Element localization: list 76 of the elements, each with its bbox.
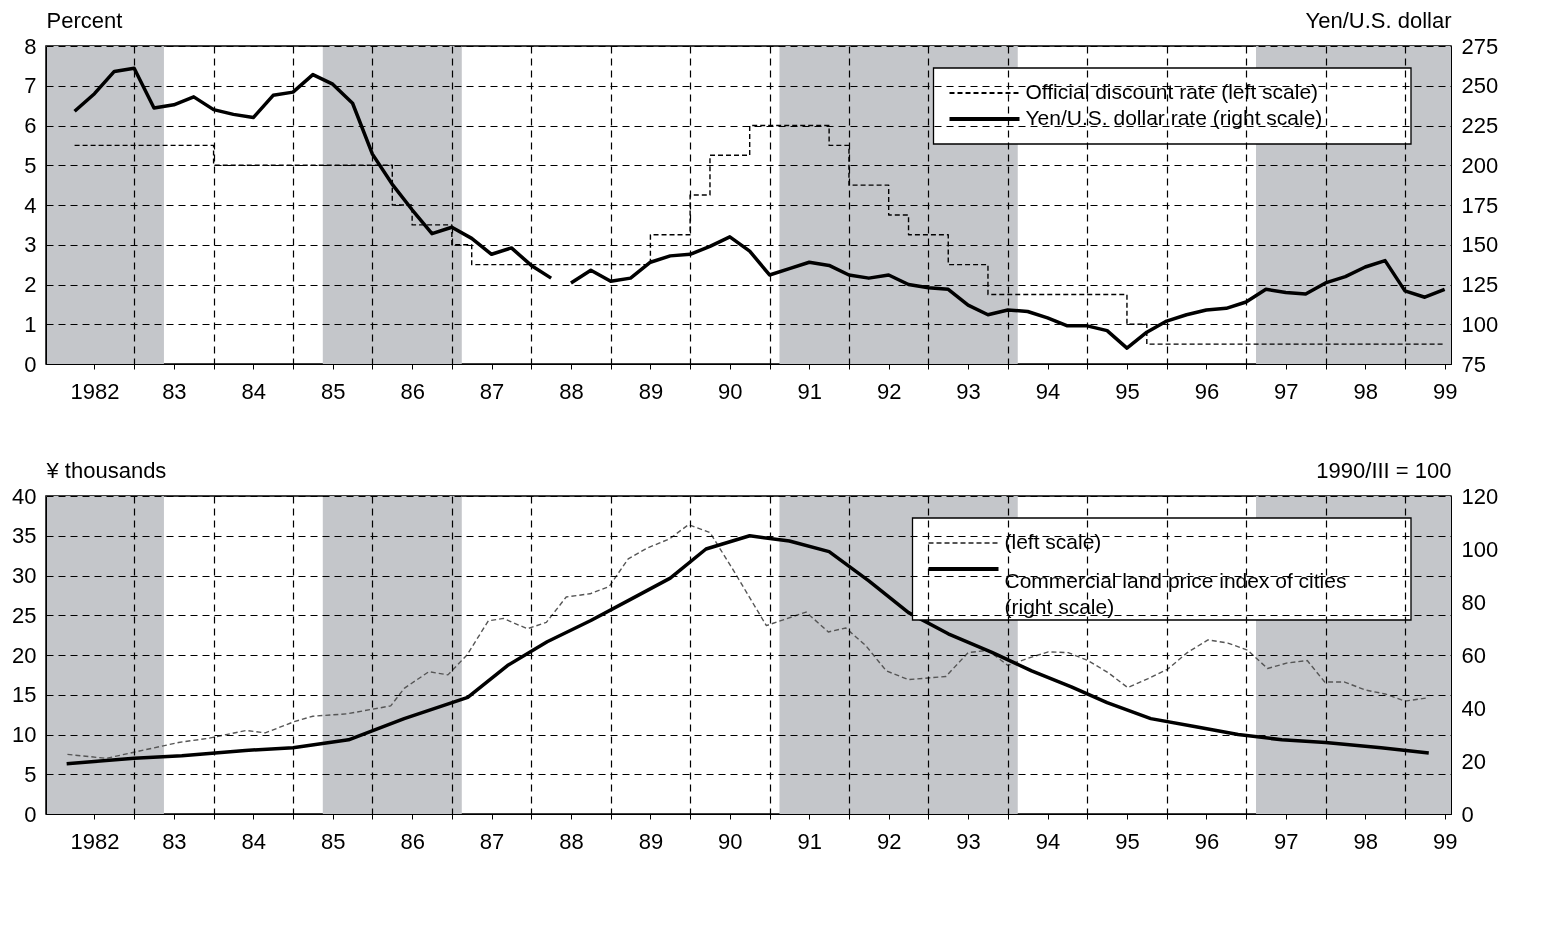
y2-tick-label: 275	[1461, 33, 1499, 59]
y-tick-label: 20	[12, 642, 37, 668]
x-tick-label: 98	[1353, 828, 1378, 854]
y2-tick-label: 60	[1461, 642, 1486, 668]
y2-tick-label: 80	[1461, 589, 1486, 615]
x-tick-label: 97	[1274, 378, 1299, 404]
y2-tick-label: 120	[1461, 483, 1499, 509]
y-tick-label: 2	[24, 272, 37, 297]
y2-tick-label: 100	[1461, 311, 1499, 337]
y-tick-label: 8	[24, 33, 37, 59]
x-tick-label: 89	[638, 378, 664, 404]
y-tick-label: 6	[24, 113, 37, 138]
y-tick-label: 0	[24, 351, 37, 377]
y2-tick-label: 125	[1461, 272, 1499, 297]
y-axis-title: Percent	[46, 7, 123, 33]
x-tick-label: 84	[241, 378, 267, 404]
y-tick-label: 5	[24, 152, 37, 178]
y2-tick-label: 40	[1461, 695, 1486, 721]
x-tick-label: 98	[1353, 378, 1378, 404]
x-tick-label: 96	[1194, 828, 1220, 854]
y-tick-label: 30	[12, 563, 37, 588]
x-tick-label: 85	[320, 828, 346, 854]
x-tick-label: 95	[1115, 378, 1140, 404]
y-tick-label: 35	[12, 523, 37, 549]
y-tick-label: 40	[12, 483, 37, 509]
y2-axis-title: 1990/III = 100	[1316, 457, 1452, 483]
y2-axis-title: Yen/U.S. dollar	[1305, 7, 1452, 33]
x-tick-label: 95	[1115, 828, 1140, 854]
x-tick-label: 94	[1035, 828, 1061, 854]
y2-tick-label: 200	[1461, 152, 1499, 178]
x-tick-label: 93	[956, 828, 981, 854]
y2-tick-label: 100	[1461, 536, 1499, 562]
legend-label: Commercial land price index of cities (right scale)	[1004, 569, 1347, 618]
x-tick-label: 86	[400, 828, 425, 854]
x-tick-label: 91	[797, 378, 822, 404]
x-tick-label: 93	[956, 378, 981, 404]
x-tick-label: 83	[162, 378, 187, 404]
y-tick-label: 25	[12, 602, 37, 628]
x-tick-label: 90	[718, 828, 743, 854]
x-tick-label: 97	[1274, 828, 1299, 854]
x-tick-label: 88	[559, 378, 584, 404]
y-axis-title: ¥ thousands	[45, 457, 167, 483]
x-tick-label: 92	[876, 378, 902, 404]
y-tick-label: 0	[24, 801, 37, 827]
x-tick-label: 86	[400, 378, 425, 404]
y-tick-label: 10	[12, 722, 37, 747]
y-tick-label: 3	[24, 232, 37, 258]
x-tick-label: 87	[479, 828, 505, 854]
y-tick-label: 7	[24, 73, 37, 99]
y2-tick-label: 20	[1461, 748, 1486, 774]
y2-tick-label: 225	[1461, 113, 1499, 138]
x-tick-label: 1982	[70, 378, 120, 404]
x-tick-label: 92	[876, 828, 902, 854]
x-tick-label: 87	[479, 378, 505, 404]
x-tick-label: 1982	[70, 828, 120, 854]
y-tick-label: 15	[12, 682, 37, 708]
y2-tick-label: 0	[1461, 801, 1474, 827]
legend-label: Yen/U.S. dollar rate (right scale)	[1025, 106, 1323, 129]
x-tick-label: 96	[1194, 378, 1220, 404]
y-tick-label: 4	[24, 192, 37, 218]
x-tick-label: 90	[718, 378, 743, 404]
x-tick-label: 99	[1432, 828, 1458, 854]
y2-tick-label: 250	[1461, 73, 1499, 99]
y2-tick-label: 175	[1461, 192, 1499, 218]
x-tick-label: 99	[1432, 378, 1458, 404]
x-tick-label: 94	[1035, 378, 1061, 404]
x-tick-label: 85	[320, 378, 346, 404]
x-tick-label: 83	[162, 828, 187, 854]
x-tick-label: 91	[797, 828, 822, 854]
y2-tick-label: 75	[1461, 351, 1486, 377]
x-tick-label: 84	[241, 828, 267, 854]
x-tick-label: 89	[638, 828, 664, 854]
y-tick-label: 5	[24, 761, 37, 787]
x-tick-label: 88	[559, 828, 584, 854]
y2-tick-label: 150	[1461, 232, 1499, 258]
y-tick-label: 1	[24, 311, 37, 337]
